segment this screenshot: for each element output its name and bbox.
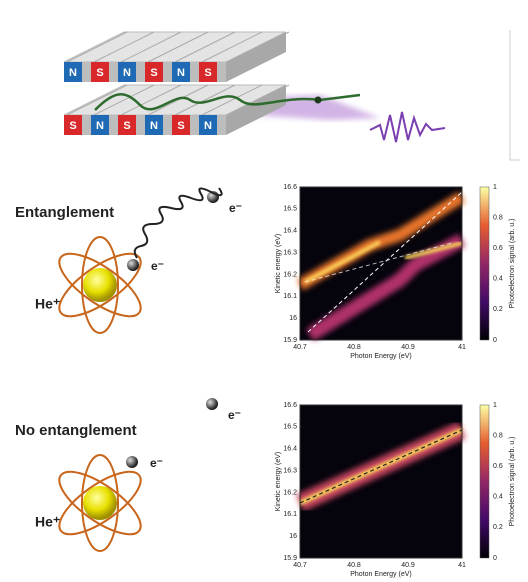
magnet-label: N: [123, 67, 131, 79]
figure: N S N S N S S N S N S N Entanglement He⁺ e⁻ e⁻ 16.6 16.5 1…: [0, 0, 528, 582]
free-electron: [206, 398, 218, 410]
magnet-label: N: [150, 120, 158, 132]
colorbar-tick-label: 0: [493, 337, 497, 344]
free-electron-label: e⁻: [229, 201, 242, 215]
x-tick-label: 40.7: [293, 562, 307, 569]
colorbar-tick-label: 0: [493, 555, 497, 562]
magnet-gap: [109, 62, 118, 82]
magnet-label: S: [204, 67, 211, 79]
y-tick-label: 16: [289, 533, 297, 540]
colorbar-tick-label: 0.4: [493, 276, 503, 283]
colorbar-tick-label: 0.4: [493, 494, 503, 501]
colorbar-tick-label: 0.2: [493, 306, 503, 313]
colorbar: [480, 187, 489, 340]
bound-electron: [127, 259, 139, 271]
magnet-gap: [217, 62, 226, 82]
magnet-gap: [82, 62, 91, 82]
y-tick-label: 16.5: [283, 206, 297, 213]
magnet-label: S: [123, 120, 130, 132]
y-tick-label: 16.1: [283, 293, 297, 300]
ion-label: He⁺: [35, 514, 60, 530]
magnet-gap: [163, 62, 172, 82]
x-tick-label: 40.8: [347, 344, 361, 351]
bound-electron-label: e⁻: [151, 259, 164, 273]
magnet-label: N: [204, 120, 212, 132]
magnet-gap: [82, 115, 91, 135]
magnet-label: S: [177, 120, 184, 132]
magnet-gap: [109, 115, 118, 135]
electron-bunch: [315, 97, 322, 104]
magnet-label: N: [69, 67, 77, 79]
colorbar-tick-label: 0.6: [493, 245, 503, 252]
magnet-label: N: [177, 67, 185, 79]
magnet-gap: [217, 115, 226, 135]
y-tick-label: 16.3: [283, 467, 297, 474]
y-tick-label: 16.5: [283, 424, 297, 431]
magnet-label: S: [96, 67, 103, 79]
nucleus: [83, 268, 117, 302]
colorbar-tick-label: 0.6: [493, 463, 503, 470]
panel-label: Entanglement: [15, 204, 114, 221]
x-tick-label: 40.9: [401, 562, 415, 569]
y-tick-label: 16: [289, 315, 297, 322]
colorbar-label: Photoelectron signal (arb. u.): [509, 437, 516, 527]
x-axis-label: Photon Energy (eV): [350, 353, 411, 360]
magnet-label: S: [150, 67, 157, 79]
bound-electron-label: e⁻: [150, 456, 163, 470]
y-tick-label: 16.4: [283, 228, 297, 235]
y-tick-label: 15.9: [283, 555, 297, 562]
colorbar-tick-label: 0.8: [493, 432, 503, 439]
colorbar-label: Photoelectron signal (arb. u.): [509, 219, 516, 309]
colorbar-tick-label: 1: [493, 184, 497, 191]
x-tick-label: 41: [458, 562, 466, 569]
ion-label: He⁺: [35, 296, 60, 312]
y-axis-label: Kinetic energy (eV): [275, 452, 282, 512]
x-tick-label: 41: [458, 344, 466, 351]
x-tick-label: 40.8: [347, 562, 361, 569]
nucleus: [83, 486, 117, 520]
light-pulse: [370, 112, 445, 142]
bound-electron: [126, 456, 138, 468]
y-axis-label: Kinetic energy (eV): [275, 234, 282, 294]
magnet-gap: [190, 115, 199, 135]
magnet-label: N: [96, 120, 104, 132]
magnet-gap: [190, 62, 199, 82]
colorbar-tick-label: 0.2: [493, 524, 503, 531]
free-electron-label: e⁻: [228, 408, 241, 422]
x-tick-label: 40.9: [401, 344, 415, 351]
y-tick-label: 16.1: [283, 511, 297, 518]
magnet-gap: [136, 115, 145, 135]
magnet-gap: [136, 62, 145, 82]
colorbar-tick-label: 0.8: [493, 214, 503, 221]
y-tick-label: 16.4: [283, 446, 297, 453]
y-tick-label: 15.9: [283, 337, 297, 344]
magnet-gap: [163, 115, 172, 135]
panel-label: No entanglement: [15, 422, 137, 439]
y-tick-label: 16.6: [283, 184, 297, 191]
y-tick-label: 16.2: [283, 271, 297, 278]
heatmap-bg: [300, 405, 462, 558]
colorbar-tick-label: 1: [493, 402, 497, 409]
y-tick-label: 16.2: [283, 489, 297, 496]
y-tick-label: 16.6: [283, 402, 297, 409]
magnet-label: S: [69, 120, 76, 132]
x-axis-label: Photon Energy (eV): [350, 571, 411, 578]
colorbar: [480, 405, 489, 558]
x-tick-label: 40.7: [293, 344, 307, 351]
y-tick-label: 16.3: [283, 249, 297, 256]
frame-edge: [510, 30, 520, 160]
